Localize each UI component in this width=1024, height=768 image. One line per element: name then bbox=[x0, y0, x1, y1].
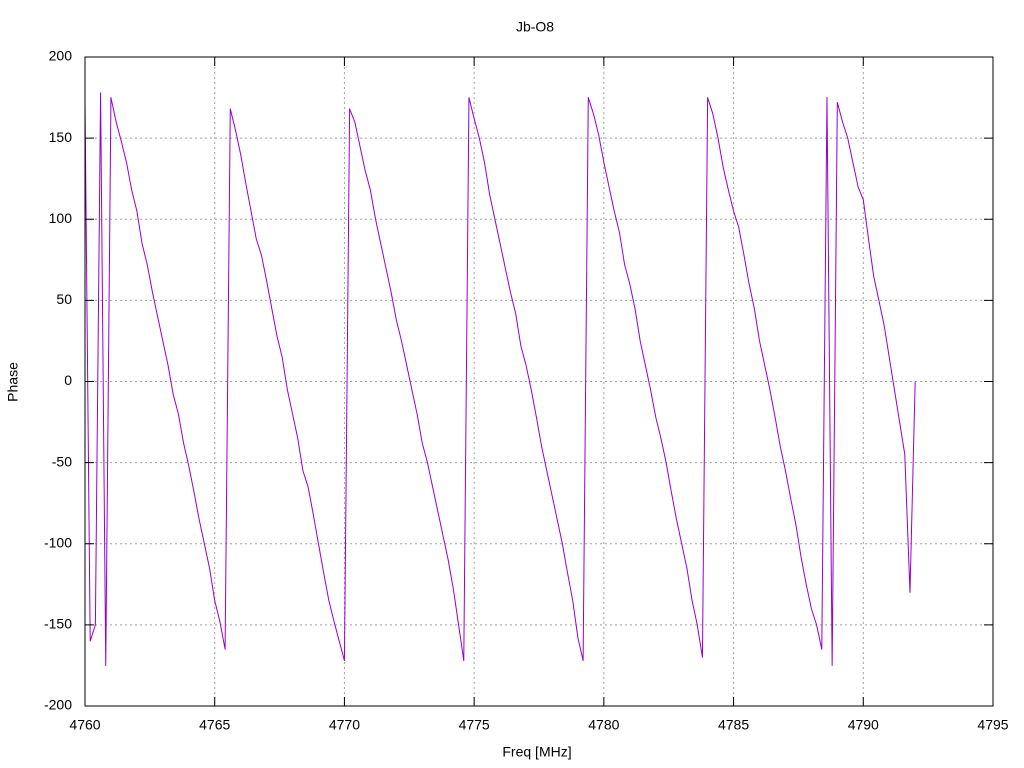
y-tick-label: 100 bbox=[49, 210, 73, 226]
x-tick-label: 4760 bbox=[69, 717, 100, 733]
x-tick-label: 4780 bbox=[588, 717, 619, 733]
y-tick-label: 150 bbox=[49, 129, 73, 145]
y-tick-label: -50 bbox=[52, 453, 72, 469]
y-axis-label: Phase bbox=[5, 362, 21, 402]
x-axis-label: Freq [MHz] bbox=[502, 744, 571, 760]
grid bbox=[85, 57, 993, 706]
y-tick-label: 50 bbox=[56, 291, 72, 307]
data-line bbox=[84, 92, 916, 666]
x-tick-label: 4770 bbox=[329, 717, 360, 733]
y-tick-label: -100 bbox=[44, 534, 72, 550]
y-tick-label: -150 bbox=[44, 616, 72, 632]
x-tick-label: 4790 bbox=[848, 717, 879, 733]
plot-area bbox=[84, 92, 916, 666]
x-tick-label: 4795 bbox=[977, 717, 1008, 733]
x-tick-label: 4775 bbox=[459, 717, 490, 733]
y-tick-label: -200 bbox=[44, 697, 72, 713]
x-tick-label: 4785 bbox=[718, 717, 749, 733]
chart-title: Jb-O8 bbox=[516, 19, 554, 35]
y-tick-label: 200 bbox=[49, 48, 73, 64]
y-tick-label: 0 bbox=[64, 372, 72, 388]
x-tick-label: 4765 bbox=[199, 717, 230, 733]
